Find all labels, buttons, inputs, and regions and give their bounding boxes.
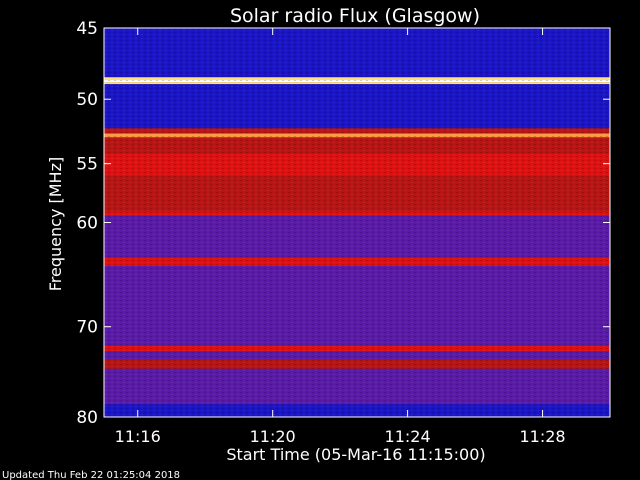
plot-area <box>104 28 610 417</box>
x-tick-label: 11:20 <box>250 427 296 446</box>
y-tick-label: 45 <box>76 19 98 39</box>
y-tick-label: 50 <box>76 90 98 110</box>
x-axis-title: Start Time (05-Mar-16 11:15:00) <box>226 445 485 464</box>
y-axis-title: Frequency [MHz] <box>46 157 65 291</box>
x-tick-label: 11:28 <box>519 427 565 446</box>
spectrogram-texture <box>104 28 610 417</box>
y-axis: 45 50 55 60 70 80 <box>76 19 610 428</box>
x-tick-label: 11:24 <box>385 427 431 446</box>
updated-timestamp: Updated Thu Feb 22 01:25:04 2018 <box>2 470 180 480</box>
chart-title: Solar radio Flux (Glasgow) <box>230 5 480 27</box>
x-axis: 11:16 11:20 11:24 11:28 <box>115 28 566 446</box>
y-tick-label: 60 <box>76 214 98 234</box>
x-tick-label: 11:16 <box>115 427 161 446</box>
y-tick-label: 80 <box>76 408 98 428</box>
y-tick-label: 70 <box>76 318 98 338</box>
y-tick-label: 55 <box>76 155 98 175</box>
